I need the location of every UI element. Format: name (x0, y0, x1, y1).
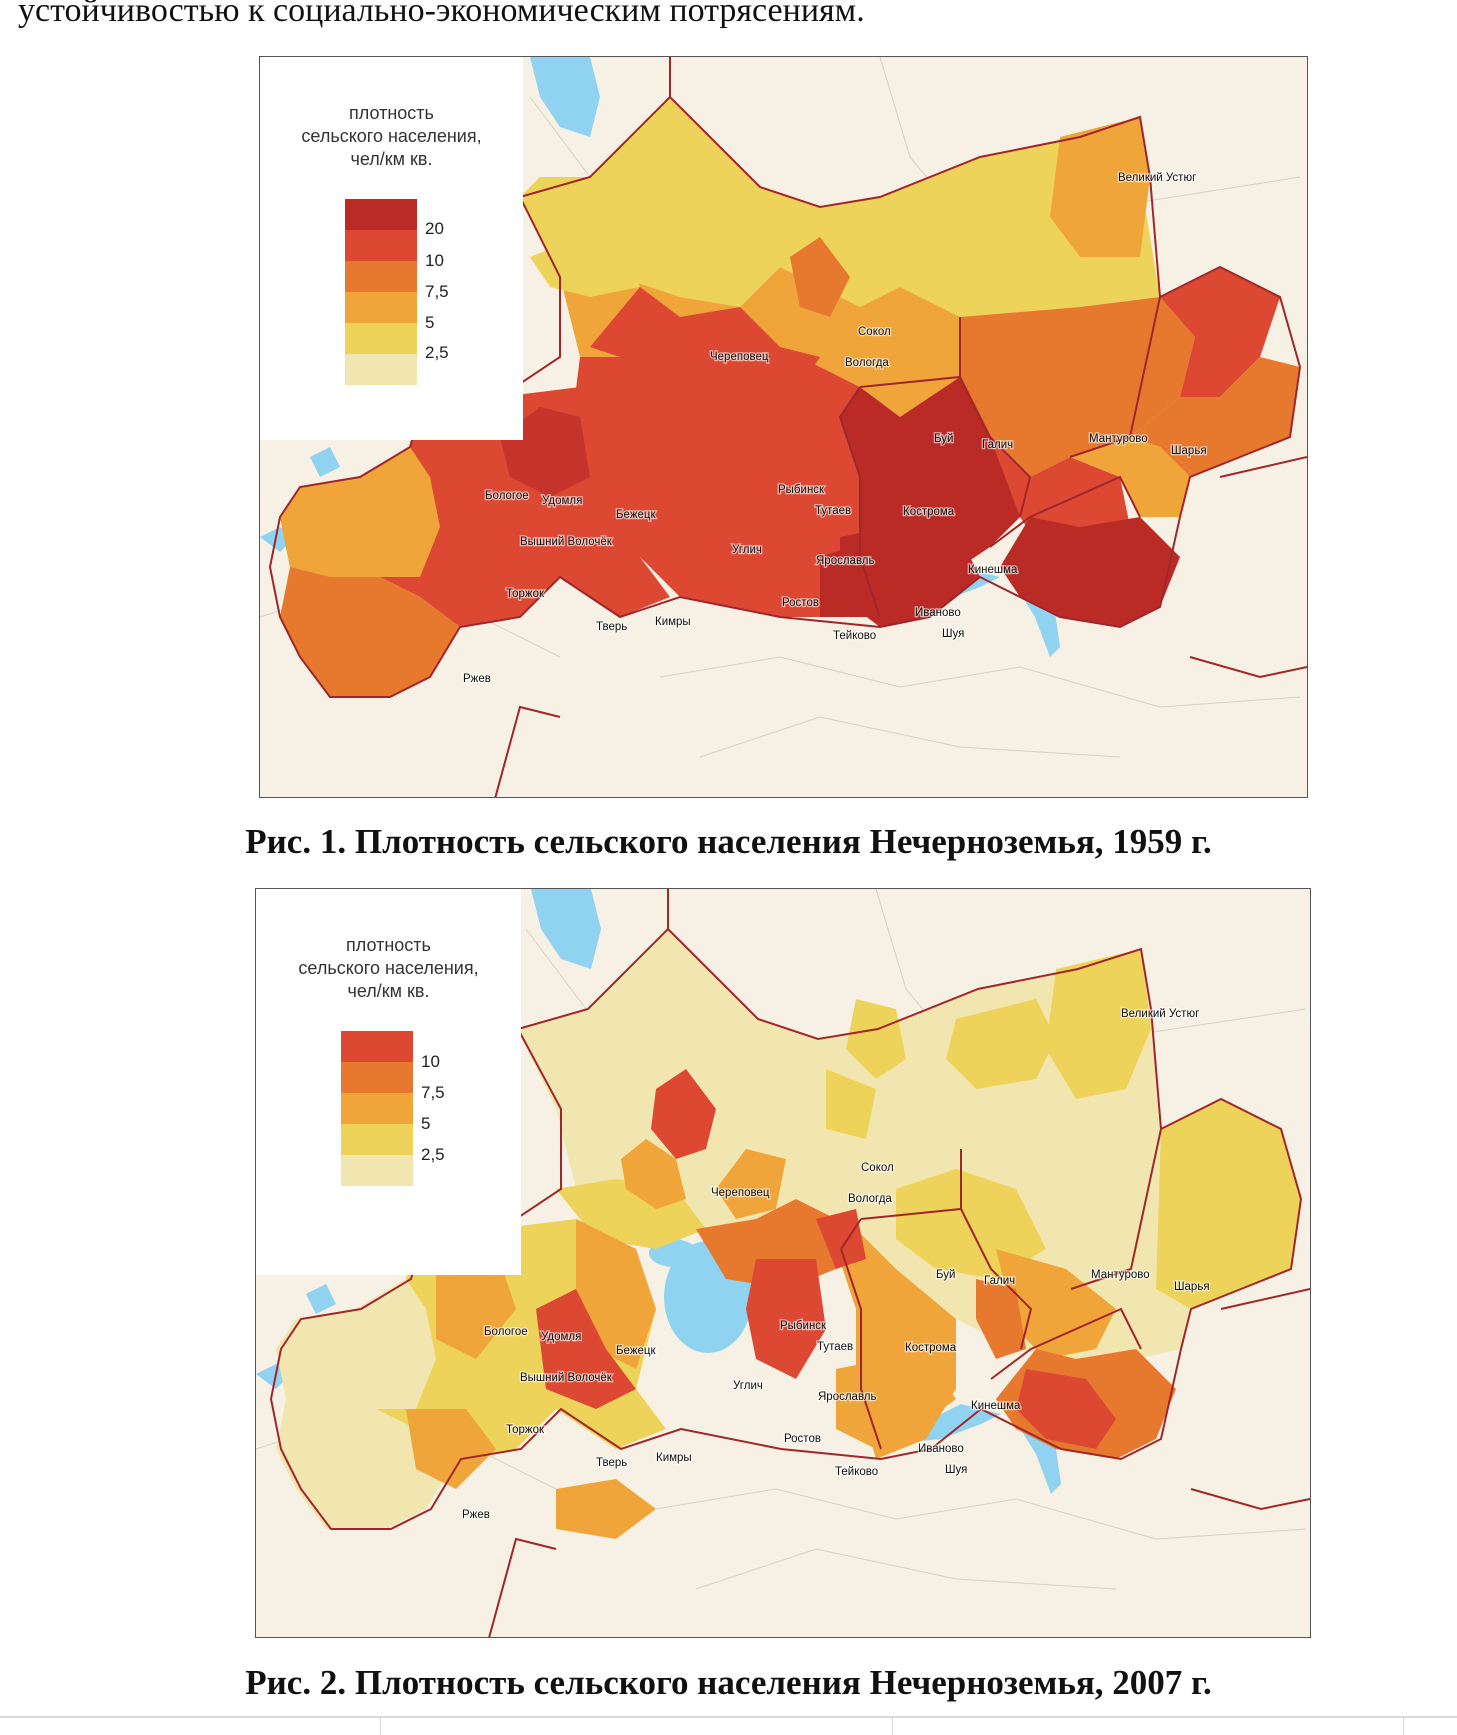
page-footer-rule (0, 1716, 1457, 1718)
legend-swatch (345, 354, 417, 385)
city-label: Торжок (506, 588, 545, 600)
city-label: Кострома (903, 506, 955, 518)
city-label: Великий Устюг (1118, 172, 1196, 184)
boundaries (268, 57, 1307, 797)
region-fills (280, 97, 1300, 697)
city-label: Вышний Волочёк (520, 1372, 613, 1384)
city-labels: Великий Устюг Сокол Череповец Вологда Бу… (462, 171, 1208, 687)
legend-swatch (345, 292, 417, 323)
city-label: Ярославль (818, 1391, 877, 1403)
legend-tick: 2,5 (421, 1145, 445, 1164)
legend-tick: 10 (425, 251, 444, 270)
city-label: Вышний Волочёк (520, 536, 613, 548)
boundaries (269, 889, 1310, 1637)
city-label: Великий Устюг (1121, 1008, 1199, 1020)
city-label: Шуя (945, 1464, 967, 1476)
city-label: Иваново (918, 1443, 964, 1455)
legend-swatches (341, 1031, 413, 1186)
city-label: Удомля (541, 1331, 581, 1343)
city-label: Тутаев (817, 1341, 853, 1353)
city-label: Ярославль (816, 555, 875, 567)
city-label: Бологое (484, 1326, 528, 1338)
legend-swatch (345, 199, 417, 230)
city-label: Удомля (542, 495, 582, 507)
city-label: Иваново (915, 607, 961, 619)
city-label: Ростов (782, 597, 819, 609)
legend-swatch (345, 261, 417, 292)
city-label: Кинешма (971, 1400, 1021, 1412)
city-label: Углич (733, 1380, 763, 1392)
map-1959-svg: Великий Устюг Сокол Череповец Вологда Бу… (260, 57, 1307, 797)
city-label: Шуя (942, 628, 964, 640)
legend-2007: плотность сельского населения, чел/км кв… (256, 889, 521, 1275)
city-label: Сокол (858, 326, 891, 338)
city-label: Ржев (462, 1509, 490, 1521)
city-label: Бологое (485, 490, 529, 502)
legend-tick: 5 (425, 313, 435, 332)
city-label: Галич (982, 439, 1013, 451)
city-label: Углич (732, 544, 762, 556)
city-label: Вологда (848, 1193, 892, 1205)
city-label: Шарья (1171, 445, 1207, 457)
legend-tick: 2,5 (425, 343, 449, 362)
city-label: Бежецк (616, 1345, 656, 1357)
legend-tick: 7,5 (421, 1083, 445, 1102)
city-label: Мантурово (1089, 433, 1148, 445)
city-label: Рыбинск (778, 484, 825, 496)
legend-swatch (341, 1062, 413, 1093)
city-label: Ржев (463, 673, 491, 685)
city-label: Кострома (905, 1342, 957, 1354)
legend-tick: 10 (421, 1052, 440, 1071)
figure-2-caption: Рис. 2. Плотность сельского населения Не… (245, 1663, 1212, 1702)
map-1959: Великий Устюг Сокол Череповец Вологда Бу… (259, 56, 1308, 798)
legend-swatch (345, 230, 417, 261)
city-label: Тверь (596, 1457, 627, 1469)
legend-swatch (341, 1031, 413, 1062)
city-label: Череповец (711, 1187, 770, 1199)
city-label: Шарья (1174, 1281, 1210, 1293)
city-label: Рыбинск (780, 1320, 827, 1332)
legend-swatches (345, 199, 417, 385)
city-label: Тверь (596, 621, 627, 633)
city-label: Торжок (506, 1424, 545, 1436)
city-label: Кимры (655, 616, 691, 628)
figure-1-caption: Рис. 1. Плотность сельского населения Не… (245, 822, 1212, 861)
city-label: Вологда (845, 357, 889, 369)
city-label: Сокол (861, 1162, 894, 1174)
city-labels: Великий Устюг Сокол Череповец Вологда Бу… (461, 1007, 1211, 1523)
legend-swatch (341, 1093, 413, 1124)
legend-tick: 5 (421, 1114, 431, 1133)
city-label: Кинешма (968, 564, 1018, 576)
intro-text: устойчивостью к социально-экономическим … (18, 0, 865, 29)
region-fills (276, 929, 1301, 1539)
city-label: Ростов (784, 1433, 821, 1445)
city-label: Галич (984, 1275, 1015, 1287)
legend-swatch (341, 1124, 413, 1155)
footer-divider (1403, 1718, 1404, 1735)
map-2007: Великий Устюг Сокол Череповец Вологда Бу… (255, 888, 1311, 1638)
footer-divider (380, 1718, 381, 1735)
legend-title: плотность сельского населения, чел/км кв… (298, 935, 479, 1001)
legend-tick: 7,5 (425, 282, 449, 301)
city-label: Тутаев (815, 505, 851, 517)
legend-swatch (345, 323, 417, 354)
city-label: Кимры (656, 1452, 692, 1464)
footer-divider (892, 1718, 893, 1735)
city-label: Бежецк (616, 509, 656, 521)
legend-tick: 20 (425, 219, 444, 238)
city-label: Череповец (710, 351, 769, 363)
city-label: Буй (934, 433, 953, 445)
city-label: Тейково (835, 1466, 878, 1478)
city-label: Тейково (833, 630, 876, 642)
legend-title: плотность сельского населения, чел/км кв… (301, 103, 482, 169)
legend-swatch (341, 1155, 413, 1186)
city-label: Буй (936, 1269, 955, 1281)
legend-1959: плотность сельского населения, чел/км кв… (260, 57, 523, 440)
city-label: Мантурово (1091, 1269, 1150, 1281)
